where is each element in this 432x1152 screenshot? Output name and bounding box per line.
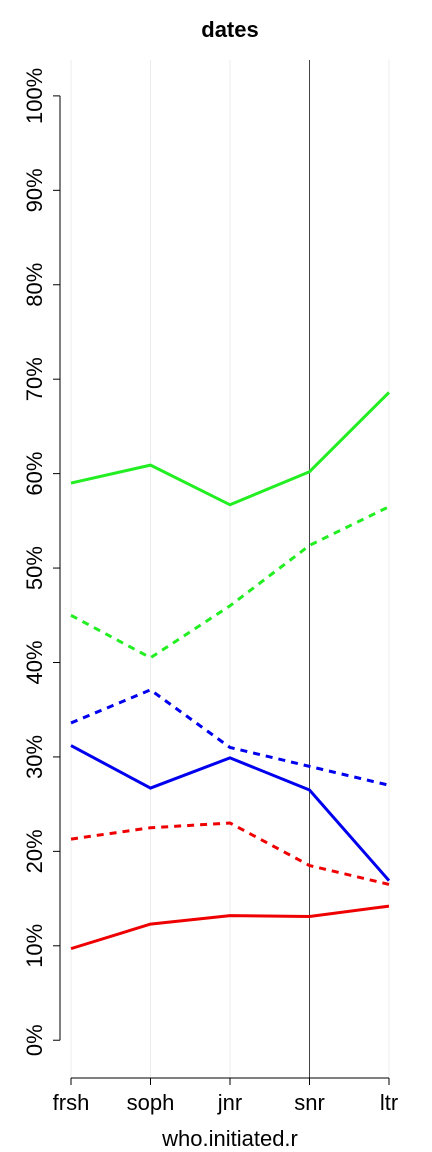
x-tick-label: soph xyxy=(127,1090,175,1115)
y-tick-label: 100% xyxy=(22,68,47,124)
data-line xyxy=(70,688,390,787)
y-tick-label: 30% xyxy=(22,735,47,779)
y-tick-label: 20% xyxy=(22,829,47,873)
x-tick-label: ltr xyxy=(380,1090,398,1115)
y-tick-label: 80% xyxy=(22,263,47,307)
y-tick-label: 10% xyxy=(22,924,47,968)
x-tick-label: frsh xyxy=(53,1090,90,1115)
data-line xyxy=(70,744,391,882)
data-line xyxy=(70,505,390,660)
y-tick-label: 0% xyxy=(22,1024,47,1056)
data-line xyxy=(70,821,390,886)
x-tick-label: snr xyxy=(294,1090,325,1115)
y-tick-label: 50% xyxy=(22,546,47,590)
x-tick-label: jnr xyxy=(217,1090,242,1115)
chart-title: dates xyxy=(201,17,258,42)
data-line xyxy=(70,904,390,951)
y-tick-label: 70% xyxy=(22,357,47,401)
data-line xyxy=(70,391,391,507)
y-tick-label: 90% xyxy=(22,168,47,212)
y-tick-label: 60% xyxy=(22,452,47,496)
y-tick-label: 40% xyxy=(22,640,47,684)
x-axis-label: who.initiated.r xyxy=(161,1126,298,1151)
